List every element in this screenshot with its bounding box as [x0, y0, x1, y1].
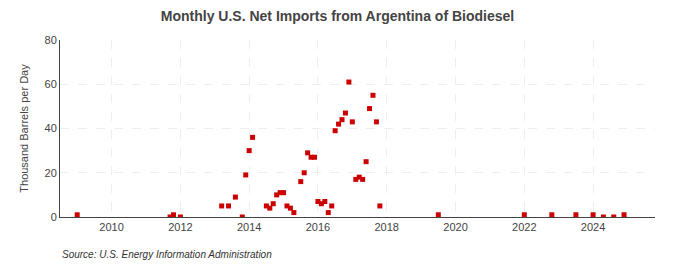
svg-text:20: 20	[45, 167, 57, 179]
svg-text:Thousand Barrels per Day: Thousand Barrels per Day	[18, 64, 30, 193]
svg-text:2022: 2022	[512, 221, 536, 233]
svg-text:2024: 2024	[581, 221, 605, 233]
svg-text:40: 40	[45, 122, 57, 134]
svg-text:2020: 2020	[443, 221, 467, 233]
svg-text:0: 0	[51, 211, 57, 223]
svg-text:60: 60	[45, 78, 57, 90]
svg-text:2012: 2012	[168, 221, 192, 233]
svg-text:2014: 2014	[237, 221, 261, 233]
svg-text:Source: U.S. Energy Informatio: Source: U.S. Energy Information Administ…	[62, 249, 272, 260]
svg-text:2010: 2010	[99, 221, 123, 233]
svg-text:Monthly U.S. Net Imports from: Monthly U.S. Net Imports from Argentina …	[161, 8, 514, 24]
svg-text:80: 80	[45, 34, 57, 46]
svg-text:2016: 2016	[306, 221, 330, 233]
svg-text:2018: 2018	[374, 221, 398, 233]
